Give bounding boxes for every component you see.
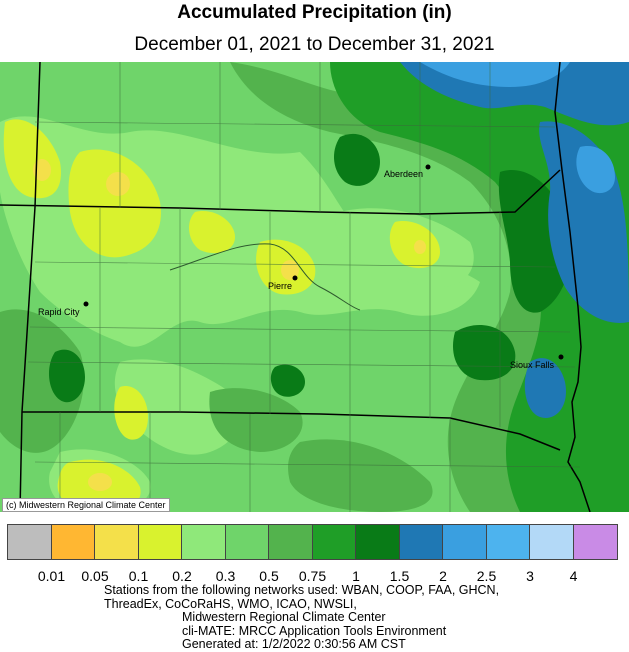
precipitation-map: Aberdeen Pierre Rapid City Sioux Falls (0, 62, 629, 512)
notes-line: ThreadEx, CoCoRaHS, WMO, ICAO, NWSLI, (104, 596, 357, 611)
legend-swatch (138, 525, 182, 559)
city-marker-sioux-falls (558, 354, 564, 360)
legend-swatch (356, 525, 400, 559)
state-borders (0, 62, 591, 512)
map-credit: (c) Midwestern Regional Climate Center (2, 498, 170, 512)
legend-swatch (312, 525, 356, 559)
precip-zone-darker-green (333, 133, 380, 186)
notes-line: Stations from the following networks use… (104, 583, 500, 597)
legend-swatch (486, 525, 530, 559)
notes-line: Midwestern Regional Climate Center (182, 610, 386, 624)
precip-zone-medium-green (0, 309, 84, 453)
date-range-subtitle: December 01, 2021 to December 31, 2021 (134, 34, 495, 55)
legend-swatch (399, 525, 443, 559)
legend-swatch (269, 525, 313, 559)
precip-zone-yellow (281, 260, 299, 280)
missouri-river (169, 243, 361, 311)
legend-swatch (182, 525, 226, 559)
legend-tick-label: 1.5 (389, 568, 410, 584)
legend-tick-label: 0.5 (259, 568, 279, 584)
precip-zone-yellow (33, 159, 51, 181)
precip-zone-darker-green (270, 364, 305, 397)
legend-tick-label: 3 (526, 568, 534, 584)
precip-zone-light-blue (420, 62, 570, 87)
legend-swatch (573, 525, 617, 559)
precip-zone-yellow (106, 172, 130, 196)
map-title: Accumulated Precipitation (in) (177, 2, 452, 23)
precip-zone-yellow (414, 240, 426, 254)
precip-zone-light-green (114, 359, 241, 455)
legend-tick-label: 0.3 (215, 568, 236, 584)
county-lines (27, 62, 581, 512)
precip-zone-yellow-green (114, 386, 148, 440)
city-marker-rapid-city (83, 301, 89, 307)
precip-zone-blue (524, 358, 566, 418)
legend-tick-label: 0.75 (298, 568, 327, 584)
precip-zone-yellow-green (68, 149, 161, 258)
precip-zone-medium-green (209, 388, 303, 452)
city-label-sioux-falls: Sioux Falls (510, 360, 555, 370)
legend-tick-label: 0.1 (128, 568, 149, 584)
precip-zone-yellow-green (188, 211, 235, 254)
legend-tick-label: 0.01 (37, 568, 66, 584)
city-label-pierre: Pierre (268, 281, 292, 291)
legend-swatch (530, 525, 574, 559)
precip-zone-yellow (88, 473, 112, 491)
precip-zone-light-blue (576, 146, 615, 194)
notes-line: Generated at: 1/2/2022 0:30:56 AM CST (182, 637, 406, 651)
color-legend (7, 524, 618, 560)
precip-zone-darker-green (48, 349, 85, 403)
legend-tick-label: 2.5 (476, 568, 497, 584)
legend-tick-label: 0.05 (81, 568, 109, 584)
legend-swatch (443, 525, 487, 559)
legend-tick-label: 0.2 (172, 568, 192, 584)
city-marker-aberdeen (425, 164, 431, 170)
legend-tick-labels: 0.01 0.05 0.1 0.2 0.3 0.5 0.75 1 1.5 2 2.5 3 4 (0, 568, 629, 586)
source-notes: Stations from the following networks use… (104, 583, 500, 652)
legend-swatch (8, 525, 52, 559)
legend-swatch (95, 525, 139, 559)
legend-tick-label: 2 (439, 568, 447, 584)
notes-line: cli-MATE: MRCC Application Tools Environ… (182, 623, 447, 638)
legend-tick-label: 1 (352, 568, 360, 584)
legend-swatch (51, 525, 95, 559)
city-marker-pierre (292, 275, 298, 281)
precip-zone-medium-green (288, 439, 433, 512)
city-label-aberdeen: Aberdeen (384, 169, 423, 179)
legend-tick-label: 4 (569, 568, 578, 584)
city-label-rapid-city: Rapid City (38, 307, 80, 317)
legend-swatch (225, 525, 269, 559)
